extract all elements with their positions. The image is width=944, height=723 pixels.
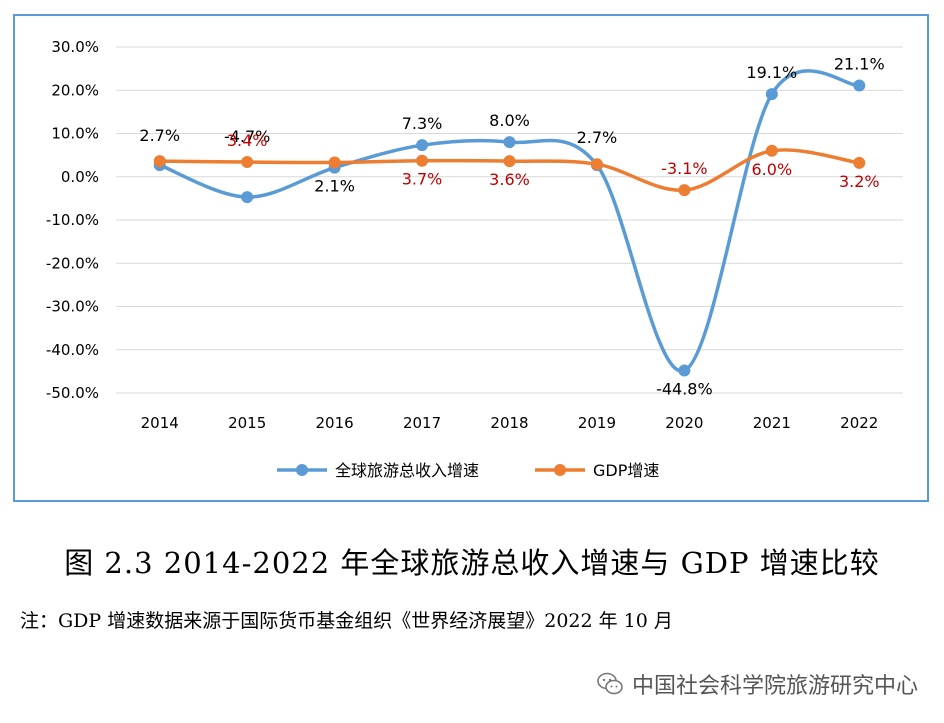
data-point-0 <box>241 191 254 204</box>
data-labels: 2.7% -4.7% 2.1% 7.3% 8.0% 2.7% -44.8% 19.1% 21.1… <box>139 54 884 398</box>
data-label: 19.1% <box>746 63 797 82</box>
x-tick-label: 2016 <box>316 414 354 432</box>
x-tick-label: 2015 <box>228 414 266 432</box>
data-point-1 <box>590 158 603 171</box>
y-tick-label: -40.0% <box>46 341 99 359</box>
y-tick-label: -30.0% <box>46 298 99 316</box>
y-tick-label: 30.0% <box>51 38 99 56</box>
data-label: 3.2% <box>839 172 880 191</box>
x-tick-label: 2019 <box>578 414 616 432</box>
data-label: -4.7% <box>224 127 270 146</box>
data-label: 3.6% <box>489 170 530 189</box>
data-label: 21.1% <box>834 54 885 73</box>
y-tick-label: 20.0% <box>51 81 99 99</box>
data-point-0 <box>678 364 691 377</box>
data-point-0 <box>416 139 429 152</box>
source-note: 注：GDP 增速数据来源于国际货币基金组织《世界经济展望》2022 年 10 月 <box>20 610 673 632</box>
y-tick-label: 10.0% <box>51 125 99 143</box>
x-tick-label: 2017 <box>403 414 441 432</box>
data-label: 3.4% <box>227 131 268 150</box>
data-point-1 <box>503 155 516 168</box>
legend-label: 全球旅游总收入增速 <box>335 461 479 480</box>
x-tick-label: 2014 <box>141 414 179 432</box>
data-label: 8.0% <box>489 111 530 130</box>
x-tick-label: 2021 <box>753 414 791 432</box>
data-label: 2.7% <box>139 126 180 145</box>
data-point-1 <box>678 184 691 197</box>
x-tick-label: 2022 <box>840 414 878 432</box>
data-label: -3.1% <box>661 159 707 178</box>
data-label: 2.1% <box>314 177 355 196</box>
y-tick-label: -20.0% <box>46 254 99 272</box>
data-point-1 <box>241 156 254 169</box>
data-point-0 <box>503 136 516 149</box>
figure-caption: 图 2.3 2014-2022 年全球旅游总收入增速与 GDP 增速比较 <box>64 546 880 580</box>
data-point-1 <box>416 154 429 167</box>
legend-label: GDP增速 <box>593 461 659 480</box>
y-tick-label: -50.0% <box>46 384 99 402</box>
data-label: 2.7% <box>577 128 618 147</box>
y-axis-ticks: 30.0% 20.0% 10.0% 0.0% -10.0% -20.0% -30.0% -40… <box>46 38 99 402</box>
data-point-1 <box>153 155 166 168</box>
legend-swatch-marker <box>296 464 308 476</box>
watermark: 中国社会科学院旅游研究中心 <box>596 668 918 700</box>
legend-swatch-marker <box>554 464 566 476</box>
data-point-1 <box>853 156 866 169</box>
data-point-0 <box>853 79 866 92</box>
y-tick-label: -10.0% <box>46 211 99 229</box>
watermark-text: 中国社会科学院旅游研究中心 <box>631 674 918 699</box>
data-label: 6.0% <box>752 160 793 179</box>
wechat-icon <box>597 672 623 695</box>
chart-frame: 30.0% 20.0% 10.0% 0.0% -10.0% -20.0% -30.0% -40… <box>13 14 929 502</box>
grid-lines <box>116 46 903 394</box>
data-label: 7.3% <box>402 114 443 133</box>
data-label: 3.7% <box>402 170 443 189</box>
x-tick-label: 2018 <box>490 414 528 432</box>
data-point-0 <box>765 88 778 101</box>
legend: 全球旅游总收入增速 GDP增速 <box>277 461 659 480</box>
x-tick-label: 2020 <box>665 414 703 432</box>
data-point-1 <box>328 156 341 169</box>
data-label: -44.8% <box>656 380 713 399</box>
y-tick-label: 0.0% <box>61 168 99 186</box>
x-axis-ticks: 2014 2015 2016 2017 2018 2019 2020 2021 2022 <box>141 414 879 432</box>
data-point-1 <box>765 144 778 157</box>
series-layer <box>153 69 866 377</box>
line-chart: 30.0% 20.0% 10.0% 0.0% -10.0% -20.0% -30.0% -40… <box>46 38 903 480</box>
series-line-0 <box>159 69 860 373</box>
